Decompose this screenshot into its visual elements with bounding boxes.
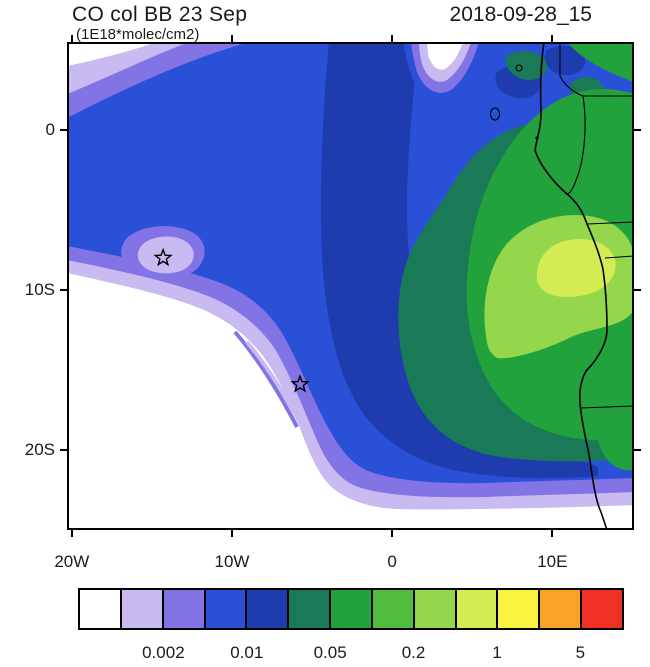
country-border bbox=[604, 255, 634, 259]
y-tick bbox=[60, 129, 67, 131]
contour-filament bbox=[233, 330, 299, 428]
contour-level-9 bbox=[536, 238, 616, 298]
x-tick bbox=[70, 530, 73, 537]
y-tick bbox=[60, 449, 67, 451]
colorbar-cell bbox=[205, 590, 248, 628]
contour-filament bbox=[245, 340, 312, 443]
colorbar-cell bbox=[331, 590, 373, 628]
colorbar-label: 0.002 bbox=[142, 643, 185, 662]
contour-level-6-patch bbox=[584, 111, 626, 145]
colorbar-cell bbox=[540, 590, 583, 628]
contour-level-6-coastal bbox=[594, 340, 634, 471]
x-tick-label: 20W bbox=[54, 552, 90, 571]
y-tick bbox=[634, 289, 641, 291]
y-tick bbox=[634, 129, 641, 131]
country-border bbox=[586, 221, 634, 225]
colorbar-cell bbox=[247, 590, 290, 628]
units-label: (1E18*molec/cm2) bbox=[76, 26, 200, 43]
contour-level-6-corner bbox=[567, 42, 634, 82]
lake bbox=[489, 107, 501, 121]
contour-level-5-patch bbox=[505, 51, 548, 80]
country-border bbox=[559, 42, 634, 97]
x-tick bbox=[230, 35, 233, 42]
y-tick-label: 10S bbox=[24, 280, 55, 299]
datestamp: 2018-09-28_15 bbox=[449, 3, 592, 26]
colorbar-cell bbox=[289, 590, 332, 628]
contour-level-0-corner bbox=[67, 42, 157, 66]
y-tick bbox=[634, 449, 641, 451]
colorbar-cell bbox=[80, 590, 122, 628]
lake bbox=[515, 64, 523, 72]
colorbar-cell bbox=[163, 590, 206, 628]
x-tick-label: 10W bbox=[214, 552, 250, 571]
colorbar-label: 0.05 bbox=[313, 643, 347, 662]
colorbar-cell bbox=[372, 590, 415, 628]
colorbar-cell bbox=[498, 590, 541, 628]
map-dot bbox=[535, 136, 539, 140]
x-tick bbox=[551, 35, 554, 42]
x-tick bbox=[551, 530, 554, 537]
y-tick bbox=[60, 289, 67, 291]
x-tick bbox=[70, 35, 73, 42]
colorbar-label: 5 bbox=[575, 643, 586, 662]
x-tick-label: 10E bbox=[537, 552, 568, 571]
colorbar bbox=[78, 588, 624, 630]
colorbar-label: 1 bbox=[492, 643, 502, 662]
colorbar-cell bbox=[582, 590, 622, 628]
colorbar-cell bbox=[121, 590, 164, 628]
colorbar-cell bbox=[414, 590, 457, 628]
colorbar-label: 0.01 bbox=[230, 643, 264, 662]
contour-map bbox=[67, 42, 634, 530]
x-tick bbox=[391, 35, 394, 42]
x-tick bbox=[391, 530, 394, 537]
country-border bbox=[579, 405, 634, 409]
y-tick-label: 0 bbox=[45, 120, 55, 139]
colorbar-label: 0.2 bbox=[401, 643, 426, 662]
contour-level-4-patch bbox=[544, 45, 586, 76]
wedge-white bbox=[427, 42, 463, 70]
colorbar-cell bbox=[456, 590, 499, 628]
country-border bbox=[566, 95, 586, 195]
contour-level-4-band bbox=[320, 42, 599, 479]
page-title: CO col BB 23 Sep bbox=[72, 3, 248, 26]
x-tick bbox=[230, 530, 233, 537]
star-marker bbox=[290, 374, 310, 393]
star-marker bbox=[153, 247, 173, 267]
x-tick-label: 0 bbox=[387, 552, 397, 571]
y-tick-label: 20S bbox=[24, 440, 55, 459]
